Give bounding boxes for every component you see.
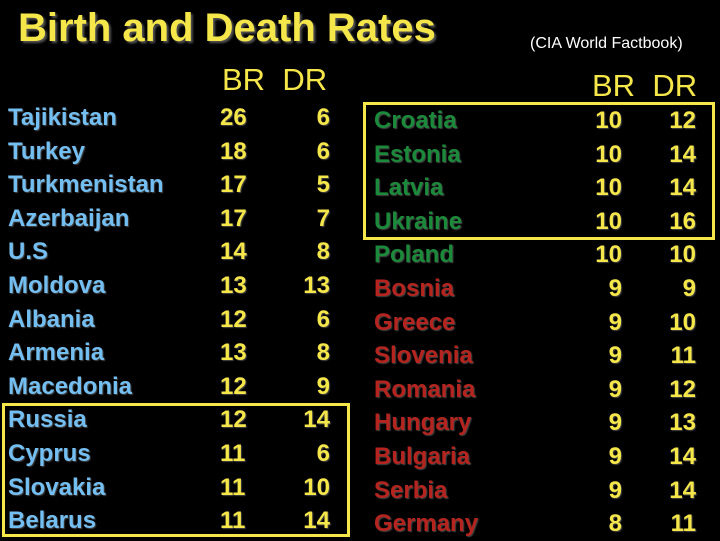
country-name: Romania (374, 375, 476, 403)
death-rate-value: 14 (669, 140, 696, 168)
birth-rate-value: 10 (595, 207, 622, 235)
death-rate-value: 5 (316, 171, 330, 199)
death-rate-value: 10 (303, 473, 330, 501)
left-column-headers: BR DR (222, 64, 327, 95)
highlight-box-left (2, 403, 350, 537)
right-dr-header: DR (652, 68, 698, 103)
death-rate-value: 11 (670, 342, 696, 370)
death-rate-value: 14 (669, 476, 696, 504)
country-name: Ukraine (374, 207, 463, 235)
country-name: Serbia (374, 476, 448, 504)
birth-rate-value: 9 (608, 274, 622, 302)
birth-rate-value: 10 (595, 174, 622, 202)
birth-rate-value: 11 (220, 473, 246, 501)
country-name: Russia (8, 406, 87, 434)
country-name: Poland (374, 241, 455, 269)
death-rate-value: 9 (316, 372, 330, 400)
page-title: Birth and Death Rates (18, 6, 436, 50)
death-rate-value: 10 (669, 241, 696, 269)
birth-rate-value: 9 (608, 409, 622, 437)
death-rate-value: 11 (670, 510, 696, 538)
country-name: Macedonia (8, 372, 133, 400)
birth-rate-value: 14 (220, 238, 247, 266)
birth-rate-value: 13 (220, 339, 247, 367)
death-rate-value: 14 (303, 507, 330, 535)
death-rate-value: 8 (316, 238, 330, 266)
birth-rate-value: 26 (220, 104, 247, 131)
death-rate-value: 6 (316, 104, 330, 131)
right-country-column: Croatia Estonia Latvia Ukraine Poland Bosnia G… (374, 104, 478, 541)
country-name: Latvia (374, 174, 444, 202)
left-br-header: BR (222, 62, 266, 97)
birth-rate-value: 11 (220, 439, 246, 467)
right-br-header: BR (592, 68, 636, 103)
death-rate-value: 12 (669, 375, 696, 403)
death-rate-value: 12 (669, 107, 696, 134)
country-name: Germany (374, 510, 479, 538)
right-death-rate-column: 12 14 14 16 10 9 10 11 12 13 14 14 11 (652, 104, 696, 541)
death-rate-value: 16 (669, 207, 696, 235)
death-rate-value: 9 (682, 274, 696, 302)
birth-rate-value: 8 (608, 510, 622, 538)
birth-rate-value: 13 (220, 271, 247, 299)
birth-rate-value: 9 (608, 476, 622, 504)
country-name: Slovakia (8, 473, 106, 501)
birth-rate-value: 18 (220, 137, 247, 165)
country-name: Hungary (374, 409, 472, 437)
country-name: Cyprus (8, 439, 91, 467)
left-country-column: Tajikistan Turkey Turkmenistan Azerbaijan U.… (8, 101, 164, 538)
birth-rate-value: 10 (595, 140, 622, 168)
country-name: Azerbaijan (8, 204, 130, 232)
death-rate-value: 6 (316, 305, 330, 333)
death-rate-value: 10 (669, 308, 696, 336)
birth-rate-value: 12 (220, 372, 247, 400)
birth-rate-value: 10 (595, 241, 622, 269)
birth-rate-value: 17 (220, 204, 247, 232)
country-name: Bosnia (374, 274, 455, 302)
left-death-rate-column: 6 6 5 7 8 13 6 8 9 14 6 10 14 (286, 101, 330, 538)
birth-rate-value: 9 (608, 375, 622, 403)
left-dr-header: DR (282, 62, 328, 97)
country-name: Croatia (374, 107, 457, 134)
birth-rate-value: 17 (220, 171, 247, 199)
death-rate-value: 7 (316, 204, 330, 232)
country-name: Armenia (8, 339, 105, 367)
death-rate-value: 14 (303, 406, 330, 434)
country-name: Greece (374, 308, 456, 336)
country-name: Bulgaria (374, 442, 471, 470)
birth-rate-value: 9 (608, 308, 622, 336)
death-rate-value: 14 (669, 174, 696, 202)
country-name: Moldova (8, 271, 106, 299)
country-name: Slovenia (374, 342, 473, 370)
country-name: Estonia (374, 140, 461, 168)
country-name: U.S (8, 238, 49, 266)
death-rate-value: 6 (316, 137, 330, 165)
birth-rate-value: 9 (608, 442, 622, 470)
source-subtitle: (CIA World Factbook) (530, 35, 683, 52)
death-rate-value: 13 (303, 271, 330, 299)
country-name: Turkmenistan (8, 171, 164, 199)
death-rate-value: 13 (669, 409, 696, 437)
death-rate-value: 14 (669, 442, 696, 470)
left-birth-rate-column: 26 18 17 17 14 13 12 13 12 12 11 11 11 (220, 101, 247, 538)
birth-rate-value: 10 (595, 107, 622, 134)
country-name: Albania (8, 305, 95, 333)
birth-rate-value: 12 (220, 406, 247, 434)
right-birth-rate-column: 10 10 10 10 10 9 9 9 9 9 9 9 8 (574, 104, 622, 541)
country-name: Belarus (8, 507, 97, 535)
country-name: Tajikistan (8, 104, 117, 131)
birth-rate-value: 11 (220, 507, 246, 535)
highlight-box-right (363, 102, 715, 240)
death-rate-value: 6 (316, 439, 330, 467)
death-rate-value: 8 (316, 339, 330, 367)
right-column-headers: BR DR (592, 70, 697, 101)
country-name: Turkey (8, 137, 85, 165)
birth-rate-value: 9 (608, 342, 622, 370)
birth-rate-value: 12 (220, 305, 247, 333)
